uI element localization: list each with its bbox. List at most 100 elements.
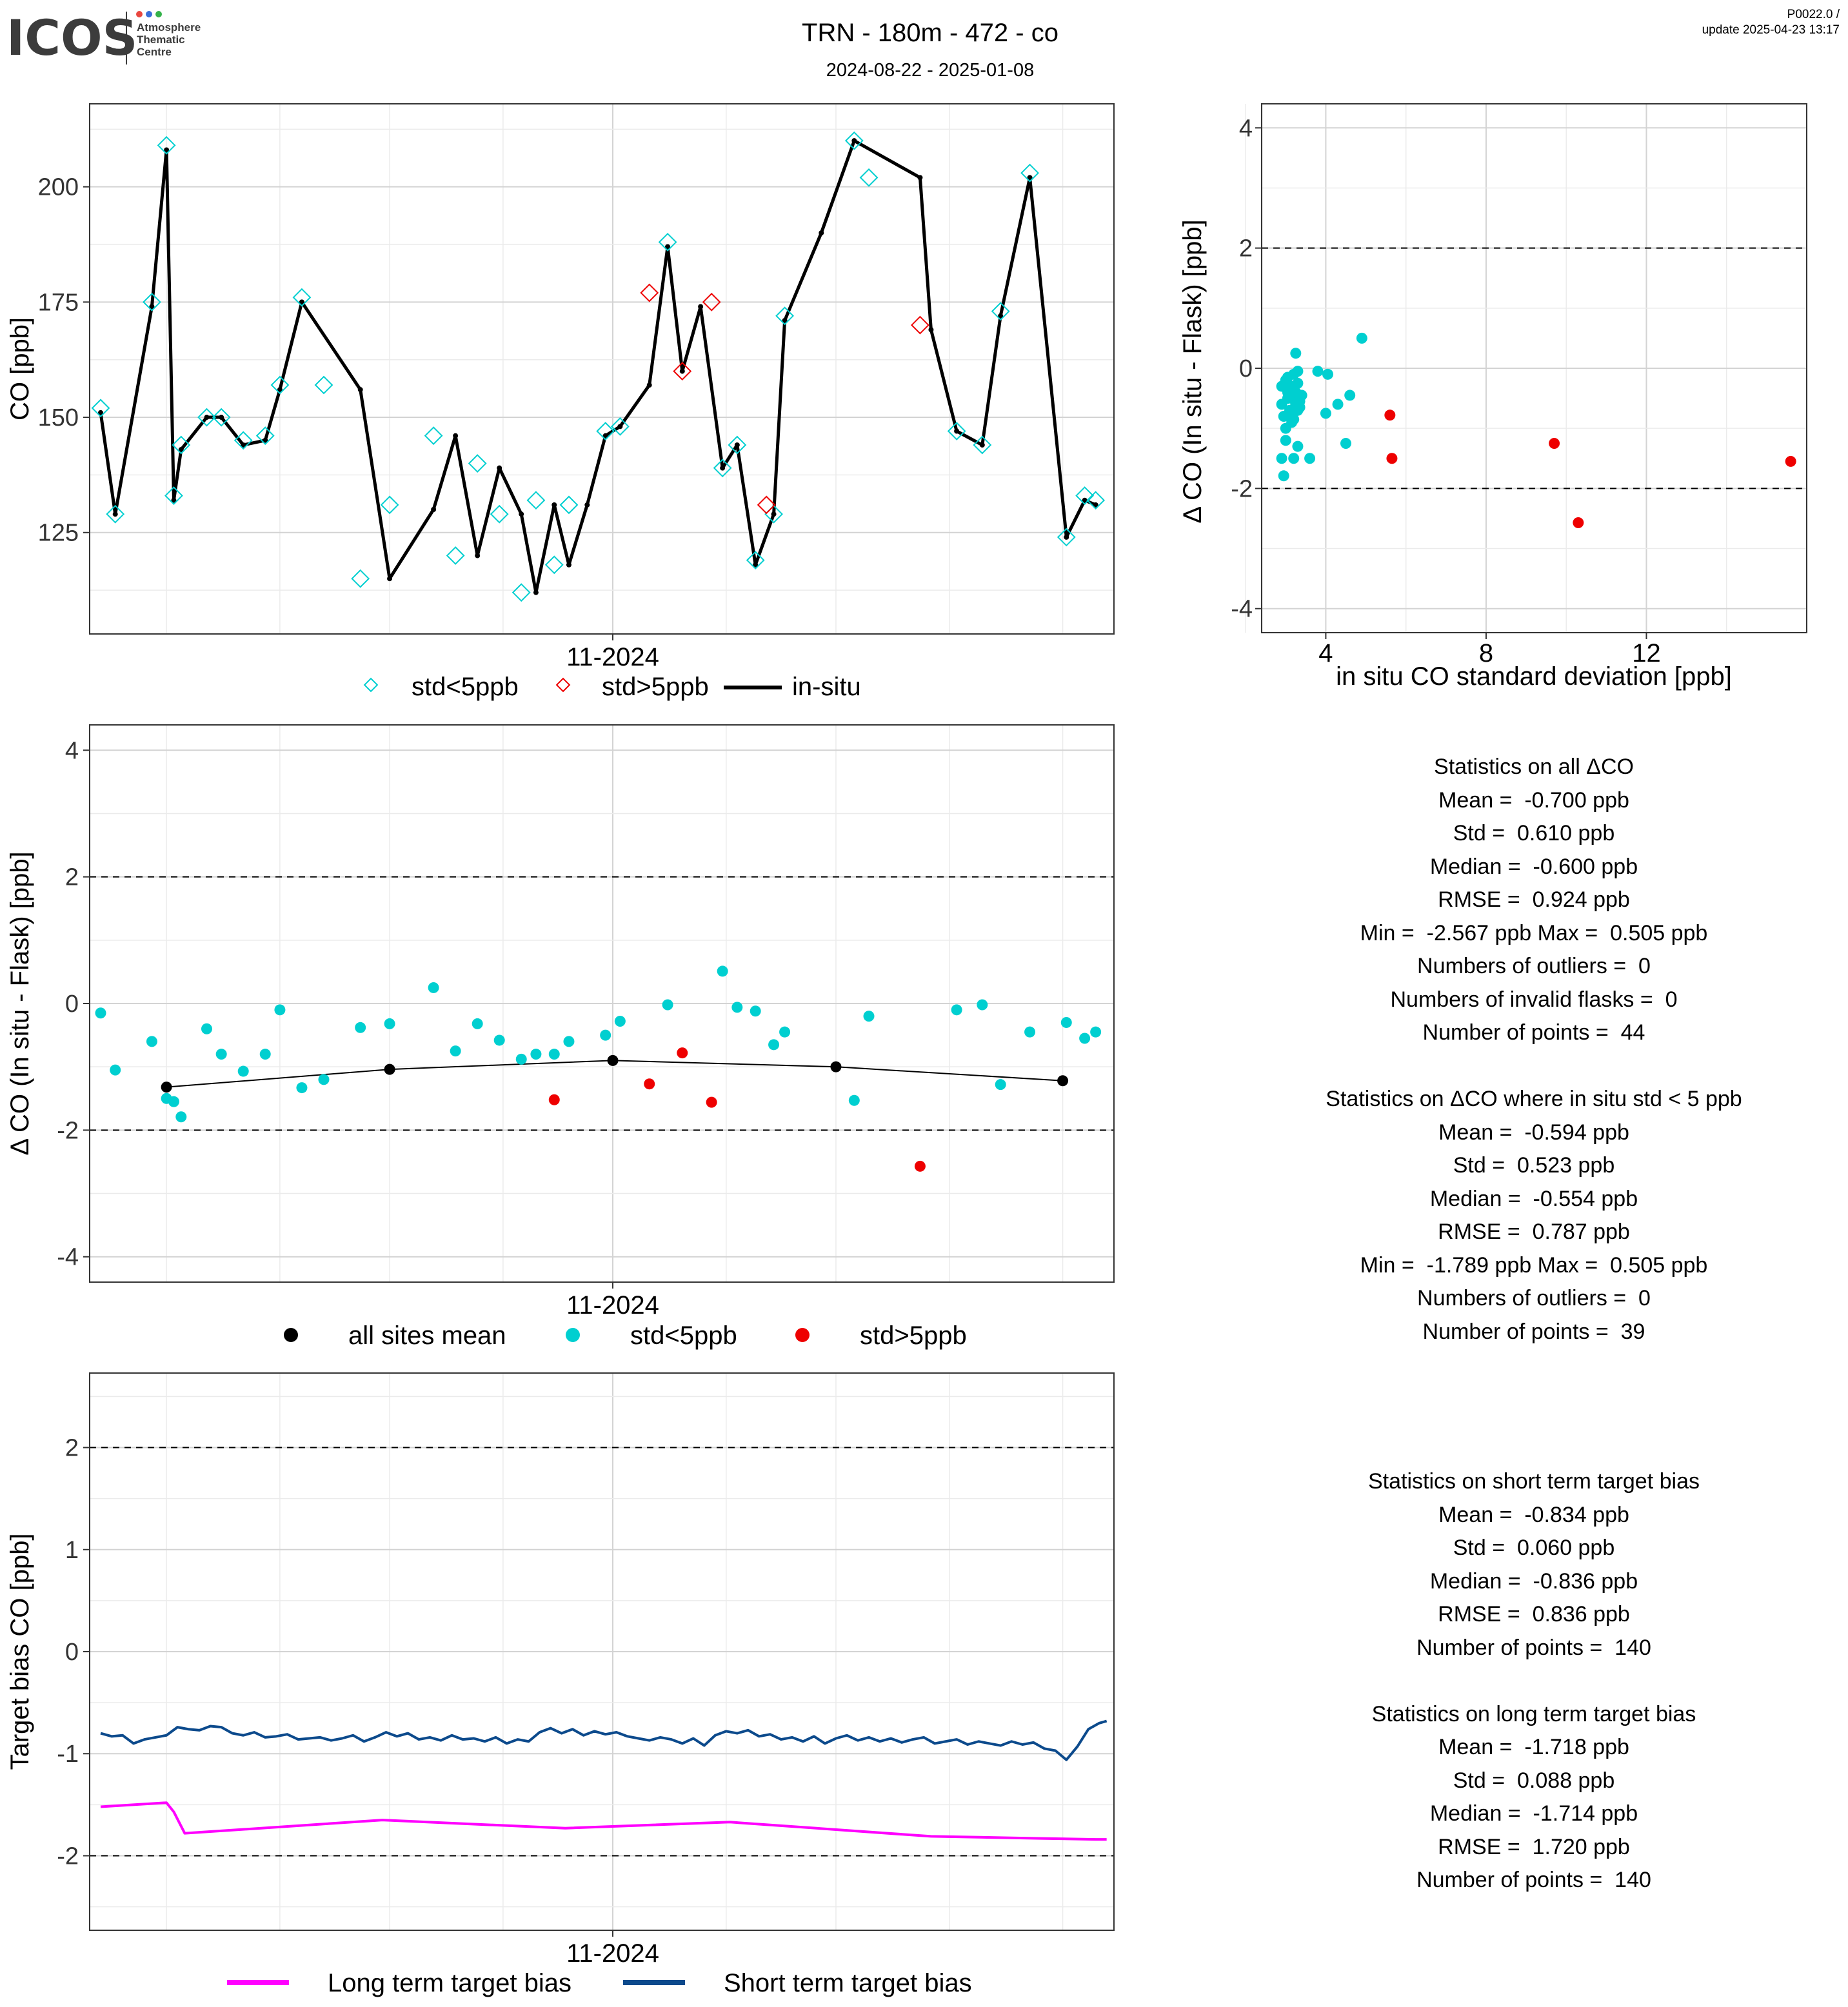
delta-point-std-lt-5 <box>237 1065 249 1077</box>
delta-point-std-lt-5 <box>1060 1016 1072 1028</box>
date-range: 2024-08-22 - 2025-01-08 <box>826 60 1034 81</box>
std-lt-5-diamond <box>490 504 509 524</box>
stats-line: Median = -0.554 ppb <box>1429 1186 1638 1211</box>
delta-point-std-gt-5 <box>644 1078 655 1090</box>
y-tick-label: 175 <box>38 289 79 316</box>
std-lt-5-diamond <box>292 288 312 307</box>
legend-label-delta-std-gt-5: std>5ppb <box>860 1321 967 1350</box>
std-lt-5-diamond <box>143 292 161 311</box>
std-lt-5-diamond <box>728 435 747 455</box>
delta-point-std-lt-5 <box>450 1045 461 1057</box>
in-situ-point <box>782 317 788 323</box>
delta-point-std-lt-5 <box>750 1005 761 1017</box>
std-lt-5-diamond <box>351 569 370 588</box>
in-situ-point <box>112 511 118 517</box>
in-situ-point <box>98 410 104 415</box>
std-lt-5-diamond <box>1086 491 1106 510</box>
delta-y-axis-label: Δ CO (In situ - Flask) [ppb] <box>6 851 34 1155</box>
scatter-point-std-lt-5 <box>1290 348 1302 359</box>
in-situ-point <box>551 502 557 508</box>
version-label: P0022.0 / <box>1787 8 1840 21</box>
delta-point-std-lt-5 <box>355 1022 366 1033</box>
std-lt-5-diamond <box>164 486 183 505</box>
delta-point-std-lt-5 <box>384 1018 395 1029</box>
std-lt-5-diamond <box>212 408 231 427</box>
in-situ-point <box>698 304 704 310</box>
in-situ-point <box>602 433 608 439</box>
delta-point-std-lt-5 <box>530 1049 542 1060</box>
scatter-point-std-gt-5 <box>1386 453 1398 464</box>
scatter-point-std-gt-5 <box>1384 410 1396 421</box>
stats-line: Std = 0.060 ppb <box>1453 1536 1615 1560</box>
scatter-point-std-lt-5 <box>1292 399 1304 410</box>
scatter-y-axis-label: Δ CO (In situ - Flask) [ppb] <box>1178 219 1207 523</box>
stats-line <box>1289 1665 1779 1698</box>
in-situ-point <box>277 387 283 393</box>
std-lt-5-diamond <box>1057 528 1076 547</box>
y-tick-label: -2 <box>1231 475 1253 502</box>
delta-point-std-lt-5 <box>662 999 673 1011</box>
in-situ-point <box>917 175 923 181</box>
stats-line: Median = -0.836 ppb <box>1429 1568 1638 1594</box>
in-situ-point <box>263 437 268 443</box>
stats-line: Number of points = 140 <box>1416 1868 1651 1892</box>
delta-point-std-lt-5 <box>563 1036 575 1047</box>
stats-line: Statistics on short term target bias <box>1368 1469 1700 1494</box>
scatter-point-std-lt-5 <box>1304 453 1316 464</box>
std-lt-5-diamond <box>106 504 125 524</box>
in-situ-point <box>979 442 985 448</box>
x-tick-label: 11-2024 <box>566 1291 659 1320</box>
all-sites-mean-point <box>830 1061 842 1073</box>
stats-line: Statistics on all ΔCO <box>1434 755 1634 779</box>
y-tick-label: -4 <box>57 1244 79 1271</box>
std-lt-5-diamond <box>1075 486 1095 505</box>
delta-point-std-lt-5 <box>296 1082 308 1094</box>
stats-line: Mean = -0.834 ppb <box>1438 1502 1629 1527</box>
y-tick-label: 2 <box>65 1435 79 1462</box>
stats-line: Numbers of outliers = 0 <box>1417 954 1651 978</box>
delta-point-std-lt-5 <box>768 1039 780 1051</box>
y-tick-label: -2 <box>57 1843 79 1870</box>
std-gt-5-diamond <box>911 315 929 335</box>
y-tick-label: 150 <box>38 404 79 431</box>
scatter-point-std-lt-5 <box>1278 470 1289 482</box>
in-situ-point <box>204 415 210 420</box>
delta-point-std-lt-5 <box>779 1026 791 1038</box>
legend-key-delta-std-lt-5 <box>566 1328 580 1342</box>
stats-line: Min = -2.567 ppb Max = 0.505 ppb <box>1360 920 1708 945</box>
y-tick-label: -1 <box>57 1741 79 1768</box>
std-gt-5-diamond <box>673 362 692 381</box>
stats-line: Numbers of invalid flasks = 0 <box>1390 987 1678 1012</box>
all-sites-mean-point <box>1057 1075 1069 1087</box>
y-tick-label: 2 <box>65 864 79 891</box>
delta-point-std-lt-5 <box>274 1004 286 1016</box>
std-lt-5-diamond <box>270 375 290 395</box>
legend-label-delta-std-lt-5: std<5ppb <box>630 1321 737 1350</box>
in-situ-point <box>453 433 459 439</box>
legend-label-all-sites-mean: all sites mean <box>348 1321 506 1350</box>
std-lt-5-diamond <box>991 302 1010 321</box>
stats-line: Mean = -1.718 ppb <box>1438 1735 1629 1759</box>
in-situ-point <box>171 497 177 503</box>
header-area: ICOS Atmosphere Thematic Centre TRN - 18… <box>6 8 1840 81</box>
stats-line: Statistics on long term target bias <box>1371 1701 1696 1726</box>
stats-line: Median = -1.714 ppb <box>1429 1801 1638 1826</box>
x-tick-label: 11-2024 <box>566 1939 659 1968</box>
stats-line: Std = 0.523 ppb <box>1453 1153 1615 1178</box>
logo-dot-green <box>155 11 162 17</box>
y-tick-label: 0 <box>65 1639 79 1666</box>
long-term-bias-line <box>100 1801 1107 1841</box>
in-situ-point <box>1082 497 1088 503</box>
std-gt-5-diamond <box>640 283 659 302</box>
all-sites-mean-point <box>161 1082 172 1093</box>
std-lt-5-diamond <box>157 135 176 155</box>
in-situ-point <box>475 553 481 559</box>
scatter-point-std-gt-5 <box>1573 517 1584 528</box>
std-lt-5-diamond <box>544 555 564 575</box>
std-lt-5-diamond <box>559 495 579 515</box>
delta-point-std-lt-5 <box>548 1049 560 1060</box>
stats-line: Number of points = 140 <box>1416 1635 1651 1660</box>
x-tick-label: 4 <box>1318 639 1333 667</box>
